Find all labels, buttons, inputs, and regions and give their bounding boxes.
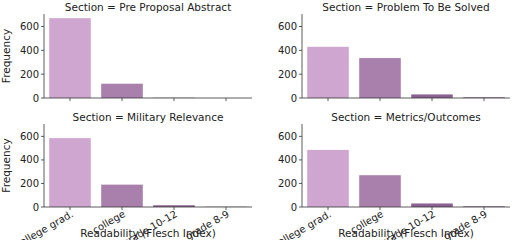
y-tick-label: 400 [278, 45, 297, 56]
x-tick [122, 98, 123, 101]
y-tick [41, 98, 44, 99]
x-axis-label: Readability (Flesch Index) [338, 227, 474, 239]
panel-title: Section = Military Relevance [73, 111, 224, 123]
y-tick-label: 200 [20, 69, 39, 80]
bars [307, 150, 505, 207]
x-tick [70, 98, 71, 101]
x-tick [484, 98, 485, 101]
y-axis-label: Frequency [0, 138, 12, 192]
bar [101, 185, 143, 207]
bars [49, 18, 195, 98]
y-tick-label: 600 [278, 21, 297, 32]
panel: Section = Metrics/Outcomes 0 200 400 600 coll… [271, 111, 510, 240]
y-tick [299, 74, 302, 75]
bar [359, 175, 401, 207]
bars [307, 47, 505, 98]
panel-title: Section = Problem To Be Solved [322, 1, 490, 13]
panel: Section = Pre Proposal Abstract 0 200 400 60… [0, 1, 252, 104]
x-axis-label: Readability (Flesch Index) [80, 227, 216, 239]
y-tick-label: 400 [20, 45, 39, 56]
y-tick [299, 98, 302, 99]
y-tick-label: 600 [20, 21, 39, 32]
x-axis-line [302, 98, 510, 99]
y-tick-label: 0 [291, 202, 297, 213]
y-tick-label: 400 [278, 154, 297, 165]
y-tick [41, 50, 44, 51]
y-tick-label: 0 [33, 93, 39, 104]
x-axis-line [44, 98, 252, 99]
y-tick [299, 183, 302, 184]
bar [307, 47, 349, 98]
y-tick-label: 600 [278, 131, 297, 142]
panel-title: Section = Pre Proposal Abstract [65, 1, 232, 13]
figure: Section = Pre Proposal Abstract 0 200 400 60… [0, 0, 520, 240]
bar [101, 84, 143, 98]
panel: Section = Problem To Be Solved 0 200 400 600 [278, 1, 510, 104]
bars [49, 138, 247, 207]
y-axis-label: Frequency [0, 29, 12, 83]
x-tick [380, 98, 381, 101]
y-tick-label: 200 [20, 178, 39, 189]
y-tick [299, 207, 302, 208]
y-tick-label: 600 [20, 131, 39, 142]
y-tick [41, 159, 44, 160]
x-tick [432, 98, 433, 101]
bar [307, 150, 349, 207]
y-tick-label: 0 [291, 93, 297, 104]
y-tick [299, 26, 302, 27]
panel: Section = Military Relevance 0 200 400 600 co… [0, 111, 252, 240]
bar [411, 94, 453, 98]
y-tick [299, 159, 302, 160]
x-tick-label: college grad. [13, 208, 75, 240]
y-tick-label: 0 [33, 202, 39, 213]
y-tick [41, 136, 44, 137]
x-tick [226, 98, 227, 101]
y-tick-label: 400 [20, 154, 39, 165]
x-tick [328, 98, 329, 101]
y-tick [299, 50, 302, 51]
bar [49, 18, 91, 98]
y-tick [41, 183, 44, 184]
bar [411, 203, 453, 207]
bar [49, 138, 91, 207]
y-tick [41, 26, 44, 27]
x-axis-line [44, 207, 252, 208]
bar [359, 58, 401, 98]
panel-title: Section = Metrics/Outcomes [331, 111, 481, 123]
x-tick [174, 98, 175, 101]
y-tick [299, 136, 302, 137]
y-tick-label: 200 [278, 69, 297, 80]
y-tick-label: 200 [278, 178, 297, 189]
x-tick-label: college grad. [271, 208, 333, 240]
x-axis-line [302, 207, 510, 208]
y-tick [41, 74, 44, 75]
y-tick [41, 207, 44, 208]
